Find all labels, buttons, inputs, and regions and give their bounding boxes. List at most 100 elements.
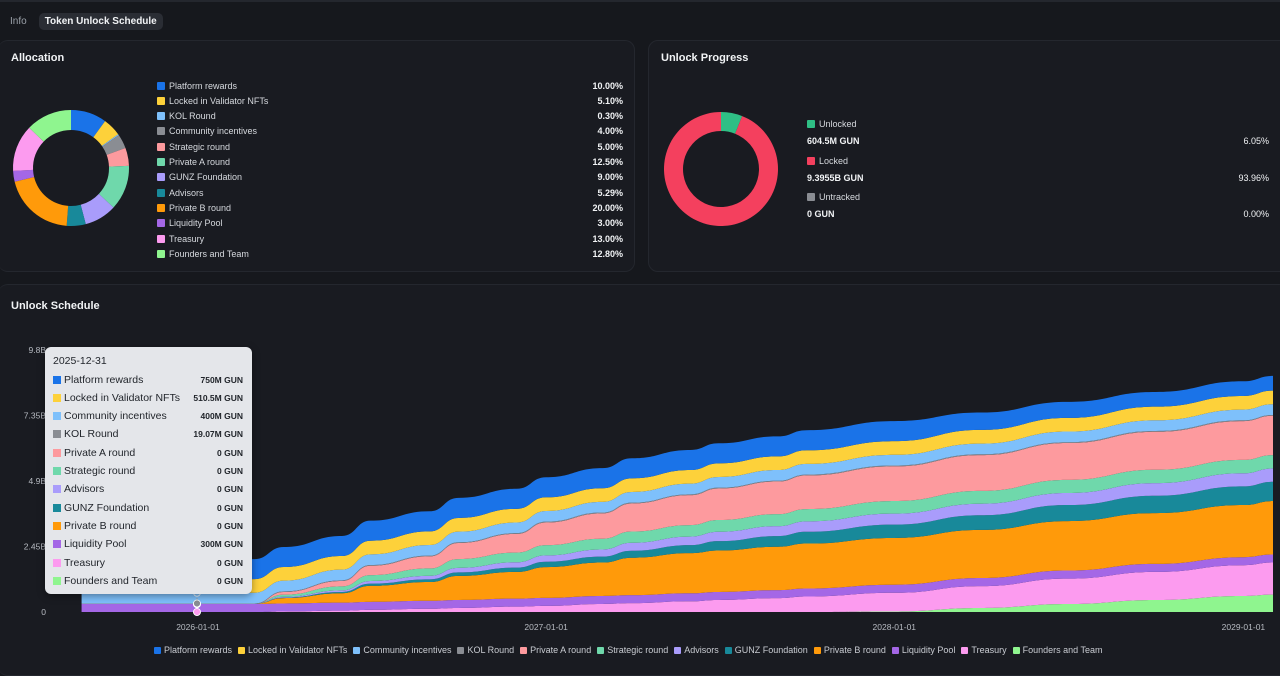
legend-swatch — [157, 158, 165, 166]
legend-swatch — [807, 156, 815, 165]
legend-item-community-incentives[interactable]: Community incentives — [353, 645, 451, 655]
donut-slice-platform-rewards[interactable] — [71, 110, 106, 138]
unlock-progress-title: Unlock Progress — [661, 52, 749, 64]
legend-swatch — [238, 646, 246, 654]
donut-slice-locked[interactable] — [664, 112, 778, 226]
tooltip-row: Private A round 0 GUN — [53, 445, 243, 460]
legend-label: Private A round — [530, 645, 592, 655]
legend-item-private-a-round[interactable]: Private A round — [520, 645, 591, 655]
legend-swatch — [520, 646, 528, 654]
legend-item-advisors[interactable]: Advisors — [674, 645, 719, 655]
legend-label: Treasury — [971, 645, 1007, 655]
donut-slice-treasury[interactable] — [13, 127, 44, 171]
legend-item-founders-and-team[interactable]: Founders and Team — [1012, 645, 1103, 655]
legend-value: 3.00% — [597, 218, 623, 229]
tooltip-value: 19.07M GUN — [193, 429, 243, 440]
legend-label: Strategic round — [607, 645, 669, 655]
tooltip-value: 0 GUN — [217, 484, 243, 495]
donut-slice-advisors[interactable] — [66, 204, 86, 226]
legend-label: Advisors — [684, 645, 719, 655]
legend-item-kol-round[interactable]: KOL Round — [457, 645, 514, 655]
tooltip-label: Private B round — [64, 519, 137, 532]
legend-swatch — [724, 646, 732, 654]
donut-slice-unlocked[interactable] — [721, 112, 743, 134]
tooltip-value: 400M GUN — [200, 411, 243, 422]
legend-item-gunz-foundation[interactable]: GUNZ Foundation — [724, 645, 808, 655]
legend-item-strategic-round[interactable]: Strategic round — [597, 645, 668, 655]
legend-label: Community incentives — [169, 126, 258, 137]
tooltip-row: Platform rewards 750M GUN — [53, 372, 243, 387]
tooltip-value: 0 GUN — [217, 557, 243, 568]
legend-value: 5.00% — [597, 141, 623, 152]
top-border — [0, 0, 1280, 2]
tooltip-swatch — [53, 576, 61, 585]
progress-percent: 0.00% — [1243, 209, 1269, 219]
legend-value: 4.00% — [597, 126, 623, 137]
legend-label: Founders and Team — [1022, 645, 1103, 655]
donut-slice-strategic-round[interactable] — [106, 148, 129, 167]
allocation-legend-item: Locked in Validator NFTs 5.10% — [157, 93, 623, 108]
tooltip-value: 0 GUN — [217, 466, 243, 476]
progress-label: Locked — [819, 155, 849, 166]
allocation-legend-item: Advisors 5.29% — [157, 185, 623, 200]
unlock-progress-donut-chart — [664, 112, 778, 226]
legend-swatch — [157, 142, 165, 151]
tooltip-value: 0 GUN — [217, 502, 243, 513]
tooltip-swatch — [53, 467, 61, 475]
legend-swatch — [1012, 646, 1020, 654]
progress-amount: 0 GUN — [807, 209, 835, 219]
tooltip-label: Platform rewards — [64, 373, 144, 386]
donut-slice-kol-round[interactable] — [101, 134, 119, 147]
tooltip-label: GUNZ Foundation — [64, 501, 150, 514]
tooltip-label: Private A round — [64, 446, 136, 459]
legend-value: 13.00% — [592, 233, 623, 244]
tooltip-date: 2025-12-31 — [53, 355, 107, 367]
tooltip-label: Advisors — [64, 483, 105, 496]
donut-slice-locked-in-validator-nfts[interactable] — [93, 121, 119, 146]
tooltip-swatch — [53, 558, 61, 567]
donut-slice-founders-and-team[interactable] — [29, 110, 71, 142]
legend-swatch — [597, 646, 605, 654]
allocation-legend-item: KOL Round 0.30% — [157, 109, 623, 124]
tooltip-label: Community incentives — [64, 410, 167, 423]
legend-item-liquidity-pool[interactable]: Liquidity Pool — [891, 645, 956, 655]
tooltip-label: Liquidity Pool — [64, 538, 127, 551]
progress-legend-item-unlocked: Unlocked 604.5M GUN 6.05% — [807, 119, 1269, 146]
tooltip-value: 0 GUN — [217, 520, 243, 531]
legend-swatch — [157, 96, 165, 105]
legend-swatch — [157, 203, 165, 212]
tooltip-swatch — [53, 521, 61, 530]
donut-slice-private-a-round[interactable] — [98, 165, 129, 208]
legend-swatch — [891, 646, 899, 654]
legend-label: Treasury — [169, 233, 205, 244]
tooltip-label: KOL Round — [64, 428, 119, 441]
legend-swatch — [807, 193, 815, 201]
legend-label: Platform rewards — [169, 80, 238, 91]
progress-legend-item-locked: Locked 9.3955B GUN 93.96% — [807, 156, 1269, 183]
tab-info[interactable]: Info — [10, 16, 27, 27]
donut-slice-liquidity-pool[interactable] — [13, 169, 35, 182]
legend-item-locked-in-validator-nfts[interactable]: Locked in Validator NFTs — [238, 645, 347, 655]
legend-label: KOL Round — [169, 111, 216, 122]
tooltip-label: Treasury — [64, 556, 106, 569]
tooltip-swatch — [53, 430, 61, 439]
tab-token-unlock-schedule[interactable]: Token Unlock Schedule — [38, 13, 163, 30]
donut-slice-private-b-round[interactable] — [14, 176, 69, 226]
allocation-card — [0, 40, 635, 272]
allocation-legend-item: Founders and Team 12.80% — [157, 246, 623, 261]
donut-slice-gunz-foundation[interactable] — [80, 193, 114, 225]
legend-swatch — [807, 120, 815, 128]
legend-label: Locked in Validator NFTs — [248, 645, 348, 655]
donut-slice-community-incentives[interactable] — [102, 135, 126, 155]
legend-swatch — [353, 646, 361, 654]
legend-label: Liquidity Pool — [901, 645, 956, 655]
progress-amount: 9.3955B GUN — [807, 172, 864, 183]
legend-item-private-b-round[interactable]: Private B round — [813, 645, 886, 655]
legend-value: 20.00% — [592, 202, 623, 213]
legend-item-platform-rewards[interactable]: Platform rewards — [154, 645, 232, 655]
legend-item-treasury[interactable]: Treasury — [961, 645, 1007, 655]
unlock-progress-card — [648, 40, 1280, 272]
progress-label: Unlocked — [819, 119, 857, 129]
tooltip-row: GUNZ Foundation 0 GUN — [53, 500, 243, 515]
allocation-legend-item: Treasury 13.00% — [157, 231, 623, 246]
